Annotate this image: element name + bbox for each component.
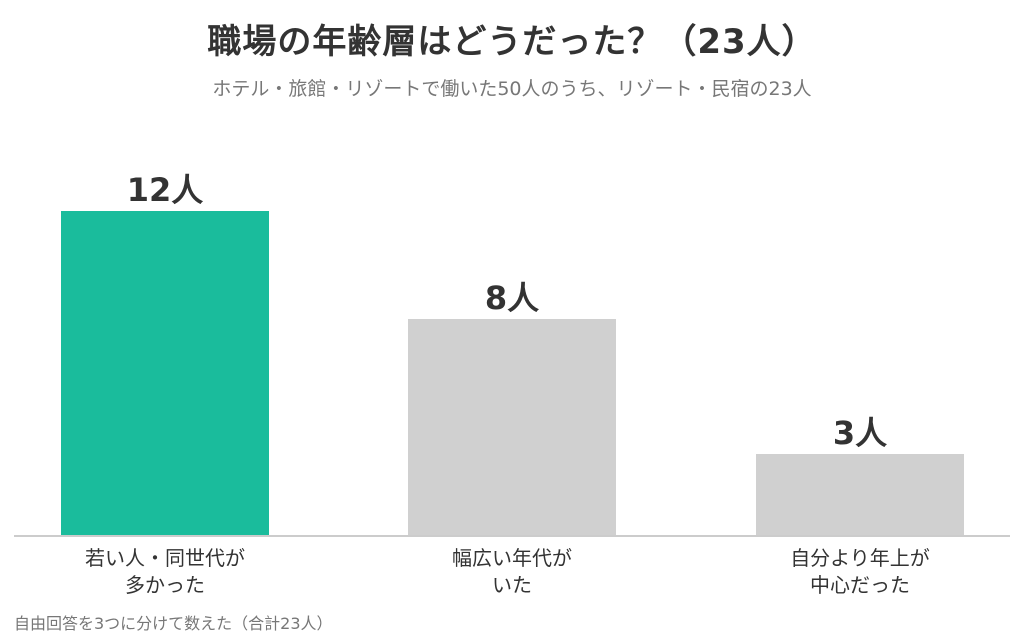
bar-1 [61, 211, 269, 535]
category-label-3-line-1: 自分より年上が [790, 546, 930, 570]
category-label-3-line-2: 中心だった [810, 573, 910, 597]
bar-3 [756, 454, 964, 535]
data-label-3: 3人 [833, 414, 887, 452]
data-label-2: 8人 [485, 279, 539, 317]
chart-footnote: 自由回答を3つに分けて数えた（合計23人） [14, 614, 333, 633]
category-label-2-line-2: いた [492, 573, 532, 597]
chart-subtitle: ホテル・旅館・リゾートで働いた50人のうち、リゾート・民宿の23人 [212, 78, 812, 100]
category-label-1-line-2: 多かった [125, 573, 205, 597]
bar-2 [408, 319, 616, 535]
category-label-1-line-1: 若い人・同世代が [85, 546, 245, 570]
category-label-2-line-1: 幅広い年代が [452, 546, 572, 570]
data-label-1: 12人 [127, 171, 204, 209]
chart-title: 職場の年齢層はどうだった？（23人） [207, 22, 817, 62]
